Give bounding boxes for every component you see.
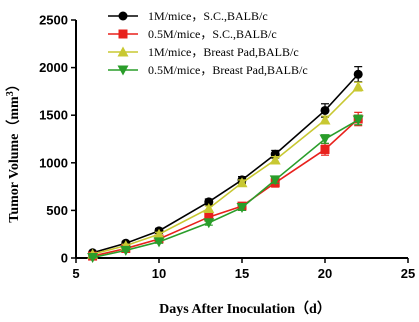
- series-line: [92, 73, 359, 254]
- x-tick-label: 15: [235, 266, 249, 281]
- y-tick-label: 2000: [39, 60, 68, 75]
- legend-marker: [117, 65, 129, 76]
- legend-marker: [118, 11, 128, 21]
- y-tick-label: 500: [46, 203, 68, 218]
- legend-item: 1M/mice，S.C.,BALB/c: [108, 9, 268, 23]
- legend: 1M/mice，S.C.,BALB/c 0.5M/mice，S.C.,BALB/c…: [108, 9, 308, 77]
- data-point: [352, 115, 364, 126]
- data-point: [204, 197, 214, 207]
- x-tick-label: 25: [401, 266, 415, 281]
- data-point: [204, 212, 214, 222]
- series-group: [87, 114, 364, 264]
- legend-marker: [118, 29, 128, 39]
- data-point: [319, 114, 331, 125]
- data-point: [153, 237, 165, 248]
- y-tick-label: 1500: [39, 108, 68, 123]
- x-axis-title: Days After Inoculation（d）: [159, 301, 331, 317]
- legend-label: 1M/mice，S.C.,BALB/c: [148, 9, 268, 23]
- data-point: [153, 228, 165, 239]
- data-point: [320, 105, 330, 115]
- legend-item: 1M/mice，Breast Pad,BALB/c: [108, 45, 299, 59]
- data-point: [87, 253, 99, 264]
- legend-label: 1M/mice，Breast Pad,BALB/c: [148, 45, 299, 59]
- legend-item: 0.5M/mice，Breast Pad,BALB/c: [108, 63, 308, 77]
- legend-item: 0.5M/mice，S.C.,BALB/c: [108, 27, 277, 41]
- data-point: [203, 218, 215, 229]
- series-line: [92, 119, 359, 259]
- data-point: [236, 203, 248, 214]
- data-point: [352, 81, 364, 92]
- series-line: [92, 86, 359, 255]
- axes: 0 500 1000 1500 2000 2500 5 10 15 20 25: [39, 13, 415, 282]
- data-point: [236, 177, 248, 188]
- y-axis-title-main: Tumor Volume（mm: [6, 96, 22, 223]
- legend-marker: [117, 46, 129, 57]
- data-point: [120, 245, 132, 256]
- x-tick-label: 10: [152, 266, 166, 281]
- y-axis-title-end: ）: [6, 77, 22, 91]
- data-point: [319, 134, 331, 145]
- data-point: [203, 202, 215, 213]
- y-axis-title-sup: 3: [5, 91, 16, 96]
- y-tick-label: 2500: [39, 13, 68, 28]
- x-tick-label: 20: [318, 266, 332, 281]
- data-point: [320, 144, 330, 154]
- legend-label: 0.5M/mice，Breast Pad,BALB/c: [148, 63, 308, 77]
- y-tick-label: 0: [61, 251, 68, 266]
- series-line: [92, 118, 359, 257]
- y-tick-label: 1000: [39, 155, 68, 170]
- data-point: [353, 69, 363, 79]
- plot-series: [87, 66, 364, 264]
- data-point: [269, 175, 281, 186]
- series-group: [88, 66, 363, 258]
- x-tick-label: 5: [72, 266, 79, 281]
- legend-label: 0.5M/mice，S.C.,BALB/c: [148, 27, 277, 41]
- data-point: [269, 154, 281, 165]
- y-axis-title: Tumor Volume（mm3）: [5, 77, 22, 222]
